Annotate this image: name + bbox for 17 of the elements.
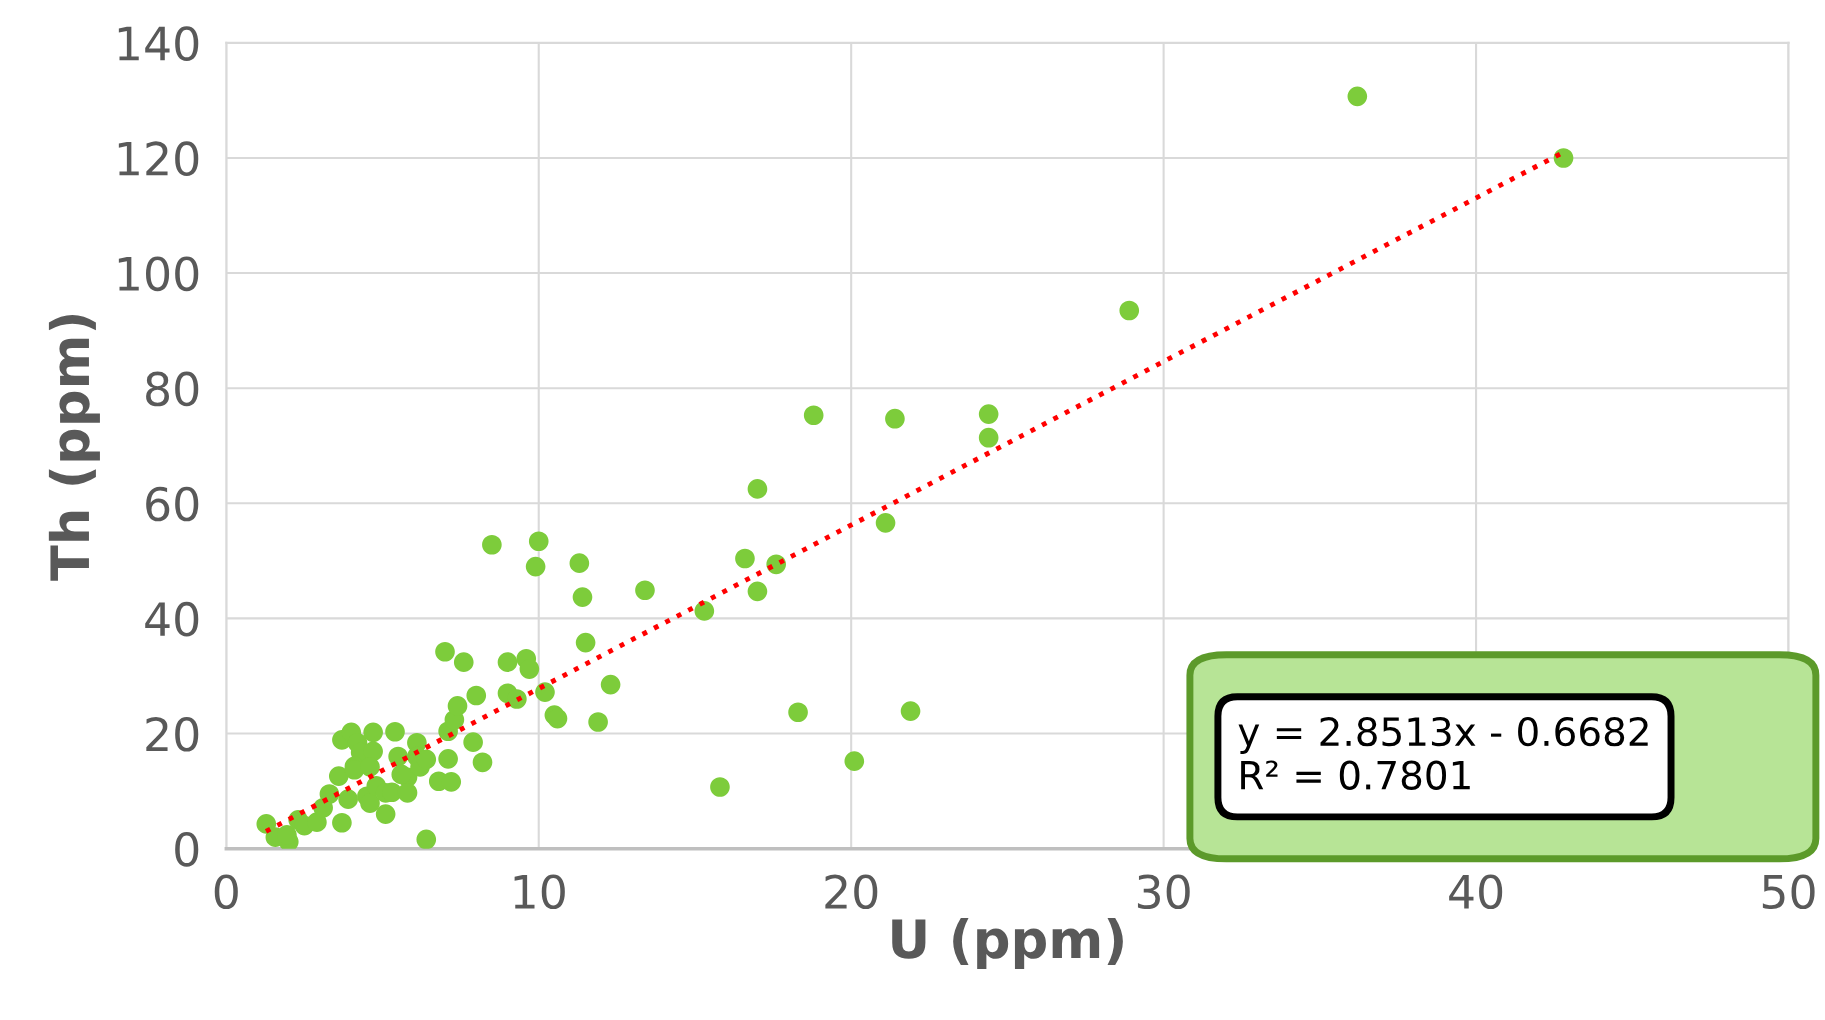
x-tick-label: 30 [1137,874,1190,910]
x-tick-label: 40 [1449,874,1503,910]
x-axis-title: U (ppm) [892,918,1123,970]
y-tick-label: 120 [118,141,199,177]
y-axis-title: Th (ppm) [48,314,100,581]
y-tick-label: 80 [146,371,199,407]
y-tick-label: 20 [146,716,199,752]
annotation: y = 2.8513x - 0.6682 R² = 0.7801 [1238,716,1648,790]
x-tick-label: 20 [825,874,878,910]
y-tick-label: 100 [118,256,199,292]
x-tick-label: 0 [214,874,238,910]
y-tick-label: 140 [118,26,199,61]
y-tick-label: 40 [145,601,199,637]
x-tick-label: 50 [1762,874,1815,910]
y-tick-label: 0 [175,832,199,867]
y-tick-label: 60 [146,486,199,522]
x-tick-label: 10 [514,874,565,910]
